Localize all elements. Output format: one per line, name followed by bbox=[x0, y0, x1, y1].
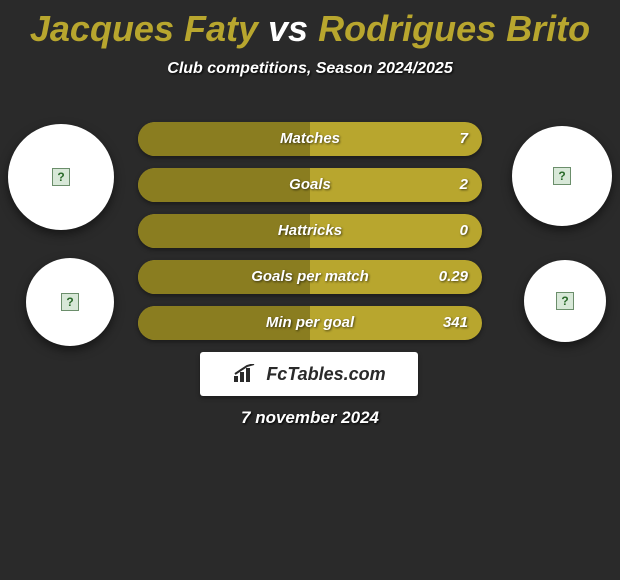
vs-text: vs bbox=[268, 8, 308, 49]
player1-name: Jacques Faty bbox=[30, 8, 258, 49]
player2-name: Rodrigues Brito bbox=[318, 8, 590, 49]
stat-label: Goals per match bbox=[138, 260, 482, 294]
stat-label: Hattricks bbox=[138, 214, 482, 248]
stat-row-goals: Goals 2 bbox=[138, 168, 482, 202]
stat-value: 0 bbox=[460, 214, 468, 248]
stat-value: 2 bbox=[460, 168, 468, 202]
brand-text: FcTables.com bbox=[266, 364, 385, 385]
stat-label: Matches bbox=[138, 122, 482, 156]
stat-row-matches: Matches 7 bbox=[138, 122, 482, 156]
player1-club-circle bbox=[26, 258, 114, 346]
stat-label: Goals bbox=[138, 168, 482, 202]
subtitle: Club competitions, Season 2024/2025 bbox=[0, 60, 620, 78]
broken-image-icon bbox=[52, 168, 70, 186]
stat-row-goals-per-match: Goals per match 0.29 bbox=[138, 260, 482, 294]
brand-badge: FcTables.com bbox=[200, 352, 418, 396]
player2-club-circle bbox=[524, 260, 606, 342]
date-text: 7 november 2024 bbox=[0, 408, 620, 428]
stat-row-min-per-goal: Min per goal 341 bbox=[138, 306, 482, 340]
stat-value: 341 bbox=[443, 306, 468, 340]
broken-image-icon bbox=[61, 293, 79, 311]
broken-image-icon bbox=[556, 292, 574, 310]
stat-value: 0.29 bbox=[439, 260, 468, 294]
player2-photo-circle bbox=[512, 126, 612, 226]
stat-row-hattricks: Hattricks 0 bbox=[138, 214, 482, 248]
stat-value: 7 bbox=[460, 122, 468, 156]
stats-container: Matches 7 Goals 2 Hattricks 0 Goals per … bbox=[138, 122, 482, 352]
chart-icon bbox=[232, 364, 260, 384]
broken-image-icon bbox=[553, 167, 571, 185]
comparison-title: Jacques Faty vs Rodrigues Brito bbox=[0, 0, 620, 50]
player1-photo-circle bbox=[8, 124, 114, 230]
stat-label: Min per goal bbox=[138, 306, 482, 340]
